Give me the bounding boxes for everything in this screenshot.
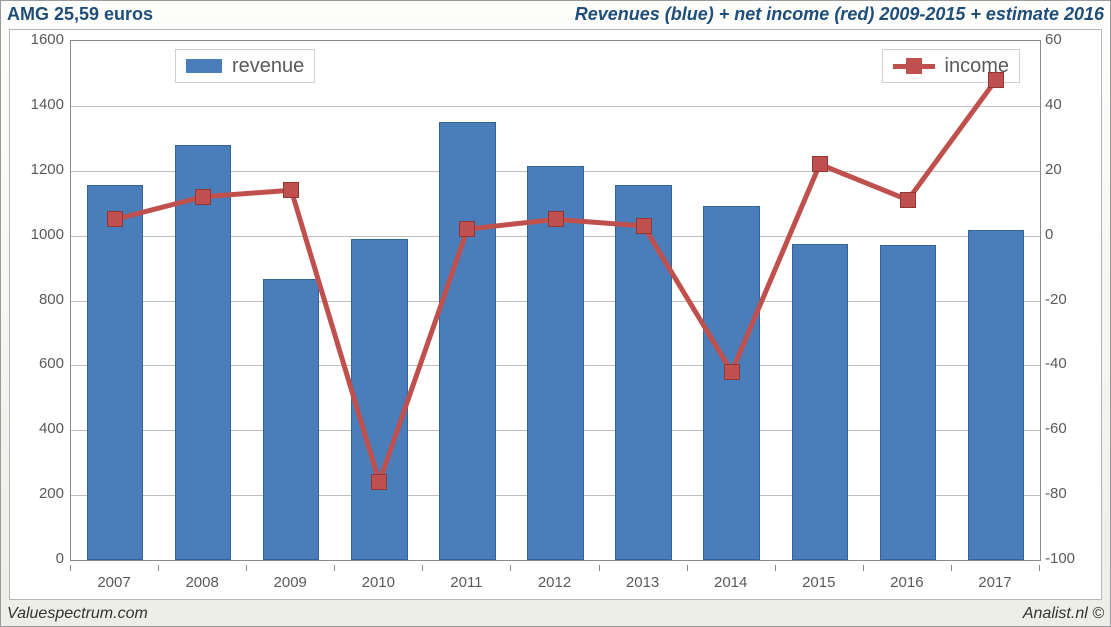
- xtick-separator: [422, 565, 423, 571]
- chart-frame: AMG 25,59 euros Revenues (blue) + net in…: [0, 0, 1111, 627]
- xtick: 2007: [97, 574, 130, 591]
- legend-revenue-label: revenue: [232, 55, 304, 78]
- xtick: 2016: [890, 574, 923, 591]
- xtick-separator: [863, 565, 864, 571]
- ytick-left: 1200: [10, 161, 64, 178]
- title-left: AMG 25,59 euros: [7, 4, 153, 25]
- xtick-separator: [687, 565, 688, 571]
- xtick: 2011: [450, 574, 482, 591]
- ytick-left: 1000: [10, 226, 64, 243]
- revenue-swatch-icon: [186, 59, 222, 73]
- xtick-separator: [246, 565, 247, 571]
- legend-revenue: revenue: [175, 49, 315, 83]
- ytick-left: 800: [10, 291, 64, 308]
- ytick-left: 1600: [10, 31, 64, 48]
- income-marker: [459, 221, 475, 237]
- header: AMG 25,59 euros Revenues (blue) + net in…: [7, 3, 1104, 25]
- title-right: Revenues (blue) + net income (red) 2009-…: [575, 4, 1104, 25]
- ytick-left: 400: [10, 420, 64, 437]
- xtick: 2014: [714, 574, 747, 591]
- income-marker: [195, 189, 211, 205]
- income-swatch-icon: [893, 58, 935, 74]
- income-marker: [371, 474, 387, 490]
- ytick-left: 0: [10, 550, 64, 567]
- ytick-right: -80: [1045, 485, 1095, 502]
- plot-area: revenue income 0200400600800100012001400…: [9, 29, 1102, 600]
- income-line: [71, 41, 1040, 560]
- ytick-right: -40: [1045, 355, 1095, 372]
- footer-left: Valuespectrum.com: [7, 605, 148, 623]
- footer-right: Analist.nl ©: [1023, 605, 1104, 623]
- ytick-right: 60: [1045, 31, 1095, 48]
- income-marker: [636, 218, 652, 234]
- income-marker: [107, 211, 123, 227]
- income-marker: [724, 364, 740, 380]
- income-marker: [283, 182, 299, 198]
- ytick-right: -20: [1045, 291, 1095, 308]
- xtick-separator: [510, 565, 511, 571]
- xtick: 2015: [802, 574, 835, 591]
- footer: Valuespectrum.com Analist.nl ©: [7, 604, 1104, 624]
- ytick-left: 1400: [10, 96, 64, 113]
- ytick-right: 40: [1045, 96, 1095, 113]
- income-marker: [548, 211, 564, 227]
- ytick-right: -60: [1045, 420, 1095, 437]
- xtick: 2017: [978, 574, 1011, 591]
- income-marker: [988, 72, 1004, 88]
- xtick: 2013: [626, 574, 659, 591]
- xtick-separator: [334, 565, 335, 571]
- xtick: 2010: [362, 574, 395, 591]
- income-marker: [812, 156, 828, 172]
- xtick: 2009: [274, 574, 307, 591]
- xtick-separator: [70, 565, 71, 571]
- plot-inner: revenue income: [70, 40, 1041, 561]
- xtick-separator: [1039, 565, 1040, 571]
- xtick: 2008: [185, 574, 218, 591]
- xtick-separator: [158, 565, 159, 571]
- ytick-right: -100: [1045, 550, 1095, 567]
- xtick-separator: [599, 565, 600, 571]
- xtick: 2012: [538, 574, 571, 591]
- income-marker: [900, 192, 916, 208]
- ytick-right: 20: [1045, 161, 1095, 178]
- ytick-right: 0: [1045, 226, 1095, 243]
- ytick-left: 600: [10, 355, 64, 372]
- xtick-separator: [951, 565, 952, 571]
- xtick-separator: [775, 565, 776, 571]
- ytick-left: 200: [10, 485, 64, 502]
